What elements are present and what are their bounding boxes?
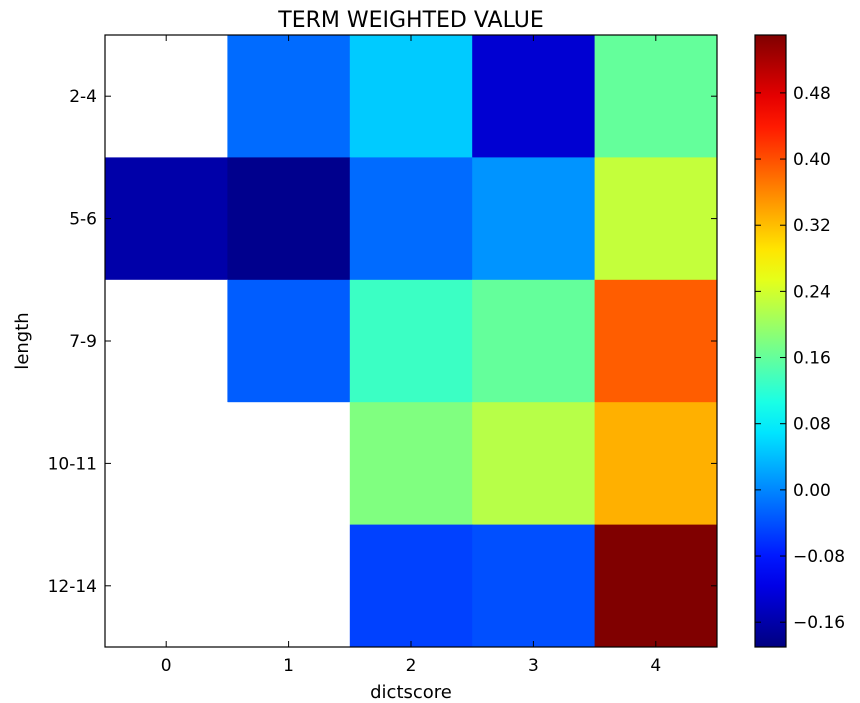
heatmap-cell-r1-c0 [105,157,228,281]
x-axis-ticks: 0 1 2 3 4 [161,35,661,676]
colorbar-tick-label: 0.00 [793,481,831,501]
y-axis-ticks: 2-4 5-6 7-9 10-11 12-14 [48,87,717,597]
heatmap-cell-r1-c1 [227,157,351,281]
colorbar-tick-label: 0.08 [793,415,831,435]
heatmap-cell-r3-c4 [594,402,718,526]
colorbar-tick-label: −0.08 [793,547,845,567]
heatmap-cell-r4-c4 [594,524,718,648]
colorbar-tick-label: 0.32 [793,216,831,236]
heatmap-cell-r2-c4 [594,279,718,403]
colorbar-tick-label: −0.16 [793,613,845,633]
heatmap-cell-r4-c2 [349,524,473,648]
x-axis-label: dictscore [370,682,452,703]
colorbar-ticks: −0.16 −0.08 0.00 0.08 0.16 0.24 0.32 0.40 0.48 [755,84,845,633]
y-tick-label: 10-11 [48,454,97,474]
heatmap-cell-r2-c0 [105,279,228,403]
heatmap-cell-r3-c1 [227,402,351,526]
heatmap-cell-r1-c4 [594,157,718,281]
x-tick-label: 0 [161,656,172,676]
colorbar [754,34,787,648]
heatmap-cells [105,35,718,648]
y-axis-label: length [12,312,33,369]
heatmap-cell-r2-c1 [227,279,351,403]
heatmap-cell-r0-c2 [349,35,473,158]
heatmap-cell-r4-c1 [227,524,351,648]
y-tick-label: 12-14 [48,577,97,597]
heatmap-cell-r4-c3 [472,524,596,648]
heatmap-cell-r0-c4 [594,35,718,158]
y-tick-label: 2-4 [69,87,97,107]
colorbar-tick-label: 0.48 [793,84,831,104]
heatmap-cell-r0-c1 [227,35,351,158]
x-tick-label: 3 [528,656,539,676]
colorbar-tick-label: 0.24 [793,282,831,302]
y-tick-label: 5-6 [69,210,97,230]
heatmap-cell-r3-c0 [105,402,228,526]
colorbar-tick-label: 0.16 [793,349,831,369]
x-tick-label: 1 [283,656,294,676]
heatmap-cell-r2-c3 [472,279,596,403]
y-tick-label: 7-9 [69,332,97,352]
heatmap-cell-r2-c2 [349,279,473,403]
chart-title: TERM WEIGHTED VALUE [277,8,543,33]
x-tick-label: 4 [650,656,661,676]
x-tick-label: 2 [406,656,417,676]
heatmap-cell-r0-c3 [472,35,596,158]
heatmap-cell-r1-c3 [472,157,596,281]
heatmap-cell-r3-c2 [349,402,473,526]
heatmap-cell-r1-c2 [349,157,473,281]
heatmap-cell-r0-c0 [105,35,228,158]
heatmap-cell-r4-c0 [105,524,228,648]
heatmap-cell-r3-c3 [472,402,596,526]
colorbar-tick-label: 0.40 [793,150,831,170]
